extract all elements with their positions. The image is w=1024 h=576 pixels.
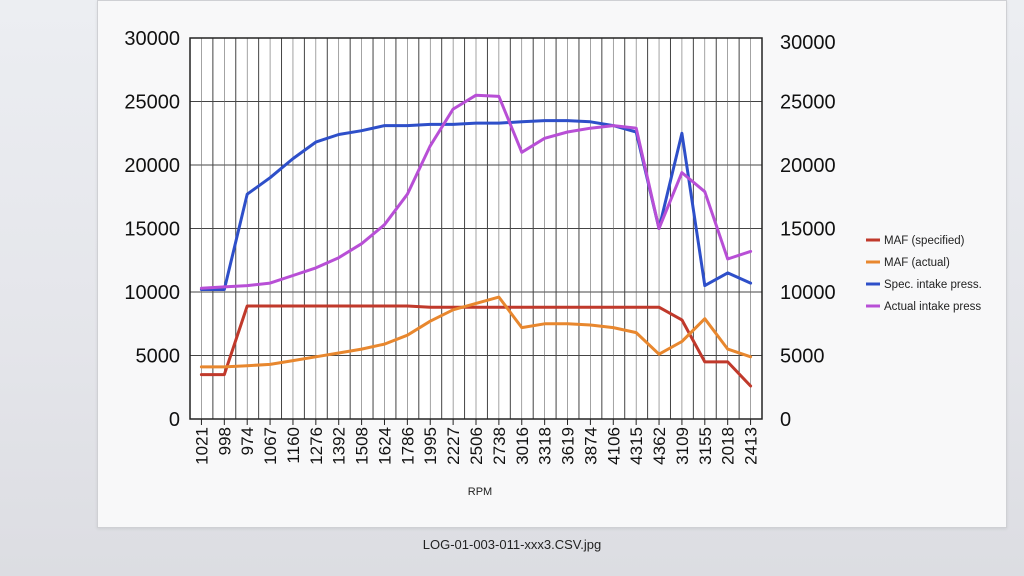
- x-tick-label: 1067: [261, 427, 280, 465]
- x-tick-label: 1021: [192, 427, 211, 465]
- x-tick-label: 3016: [513, 427, 532, 465]
- y-tick-label-left: 15000: [124, 219, 180, 241]
- x-tick-label: 2738: [490, 427, 509, 465]
- x-tick-label: 4315: [627, 427, 646, 465]
- x-tick-label: 1508: [353, 427, 372, 465]
- y-tick-label-left: 0: [169, 409, 180, 431]
- y-tick-label-right: 25000: [780, 92, 836, 114]
- x-tick-label: 1276: [307, 427, 326, 465]
- x-tick-label: 998: [215, 427, 234, 455]
- y-tick-label-left: 20000: [124, 155, 180, 177]
- x-tick-label: 3109: [673, 427, 692, 465]
- y-tick-label-left: 25000: [124, 92, 180, 114]
- x-tick-label: 1160: [284, 427, 303, 464]
- chart-grid: [189, 37, 763, 420]
- legend-label-3: Actual intake press: [884, 301, 981, 313]
- series-line-0: [199, 304, 753, 388]
- chart-series: [199, 93, 753, 388]
- x-tick-label: 1624: [375, 427, 394, 465]
- x-tick-label: 2227: [444, 427, 463, 465]
- x-tick-label: 3318: [536, 427, 555, 465]
- x-tick-label: 4362: [650, 427, 669, 465]
- chart-axes: 0 0 5000 5000 10000 10000 15000 15000 20000 20000…: [124, 28, 835, 498]
- x-tick-label: 2413: [742, 427, 761, 465]
- x-tick-label: 4106: [604, 427, 623, 465]
- y-tick-label-left: 5000: [136, 346, 181, 368]
- series-line-1: [199, 295, 753, 369]
- y-tick-label-right: 15000: [780, 219, 836, 241]
- x-tick-label: 974: [238, 427, 257, 455]
- y-tick-label-right: 5000: [780, 346, 825, 368]
- x-tick-label: 3874: [581, 427, 600, 465]
- legend-label-0: MAF (specified): [884, 235, 965, 247]
- x-axis-label: RPM: [468, 486, 492, 498]
- y-tick-label-left: 30000: [124, 28, 180, 50]
- x-tick-label: 2506: [467, 427, 486, 465]
- x-tick-label: 2018: [719, 427, 738, 465]
- x-tick-label: 1392: [330, 427, 349, 465]
- x-tick-label: 3155: [696, 427, 715, 465]
- y-tick-label-right: 0: [780, 409, 791, 431]
- x-tick-label: 3619: [559, 427, 578, 465]
- series-line-3: [199, 93, 753, 290]
- y-tick-label-left: 10000: [124, 282, 180, 304]
- y-tick-label-right: 30000: [780, 32, 836, 54]
- y-tick-label-right: 10000: [780, 282, 836, 304]
- image-filename-caption: LOG-01-003-011-xxx3.CSV.jpg: [422, 537, 602, 552]
- legend-label-1: MAF (actual): [884, 257, 950, 269]
- chart-legend: MAF (specified) MAF (actual) Spec. intake …: [866, 235, 982, 313]
- y-tick-label-right: 20000: [780, 155, 836, 177]
- legend-label-2: Spec. intake press.: [884, 279, 982, 291]
- line-chart: 0 0 5000 5000 10000 10000 15000 15000 20000 20000…: [124, 28, 982, 498]
- x-tick-label: 1786: [398, 427, 417, 465]
- x-tick-label: 1995: [421, 427, 440, 465]
